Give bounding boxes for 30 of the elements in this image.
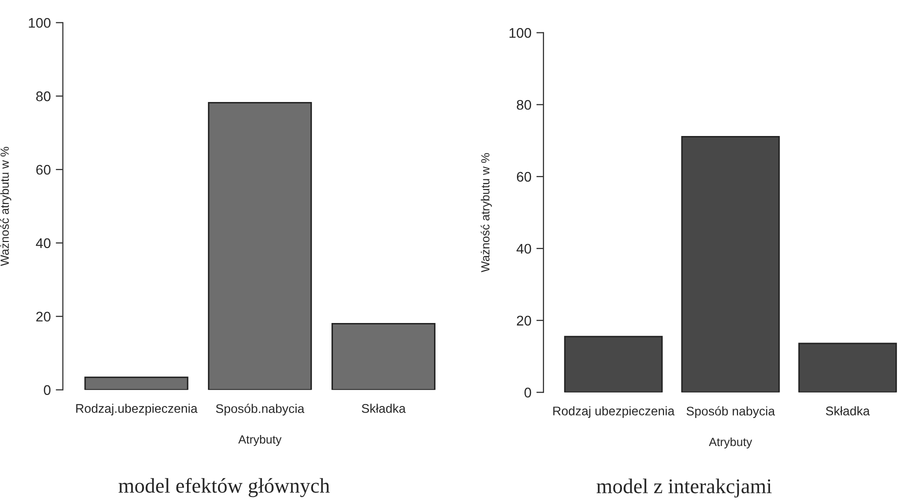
y-tick-label: 80	[36, 91, 50, 102]
text: model efektów głównych	[118, 478, 330, 498]
bar	[84, 376, 188, 390]
bar	[564, 336, 663, 392]
y-tick-label: 20	[516, 316, 532, 326]
y-axis-title: Ważność atrybutu w %	[0, 146, 12, 266]
y-tick-label: 0	[44, 385, 50, 395]
y-tick-label: 80	[516, 100, 532, 110]
x-tick-label: Rodzaj ubezpieczenia	[553, 406, 675, 418]
y-tick-label: 40	[36, 238, 50, 248]
x-tick-label: Rodzaj.ubezpieczenia	[76, 404, 198, 416]
y-tick-label: 100	[510, 28, 532, 38]
bar	[798, 342, 897, 392]
y-tick-label: 0	[524, 388, 532, 398]
x-tick-label: Składka	[362, 404, 406, 413]
bar	[681, 136, 780, 392]
y-axis-title: Ważność atrybutu w %	[480, 153, 492, 272]
y-tick-label: 100	[28, 18, 50, 28]
x-axis-title: Atrybuty	[238, 434, 282, 446]
y-tick-label: 20	[36, 312, 50, 322]
y-tick-label: 40	[516, 244, 532, 254]
text: model z interakcjami	[596, 478, 772, 498]
bar	[208, 102, 312, 390]
x-tick-label: Składka	[826, 406, 870, 416]
y-tick-label: 60	[516, 172, 532, 182]
x-tick-label: Sposób.nabycia	[216, 404, 304, 416]
x-tick-label: Sposób nabycia	[686, 406, 775, 418]
bar	[332, 323, 436, 390]
y-tick-label: 60	[36, 164, 50, 175]
x-axis-title: Atrybuty	[708, 437, 752, 448]
